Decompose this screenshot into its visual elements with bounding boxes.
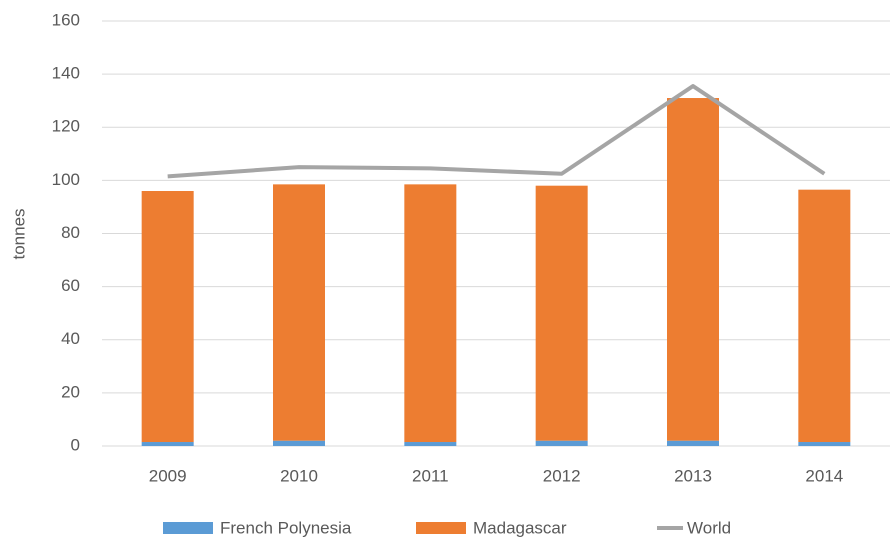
x-tick-label: 2011	[412, 466, 449, 485]
bar-segment	[798, 442, 851, 446]
x-tick-label: 2009	[149, 466, 187, 485]
bar-segment	[141, 191, 194, 443]
y-tick-label: 160	[52, 10, 80, 29]
bar-segment	[404, 184, 457, 443]
y-tick-label: 120	[52, 117, 80, 136]
legend-swatch	[163, 522, 213, 534]
bar-segment	[273, 184, 325, 441]
y-tick-label: 60	[61, 276, 80, 295]
bar-segment	[667, 98, 719, 441]
bar-segment	[535, 440, 588, 446]
bar-segment	[535, 185, 588, 441]
y-tick-label: 140	[52, 64, 80, 83]
y-tick-label: 0	[71, 435, 80, 454]
bar-segment	[667, 440, 719, 446]
bar-segment	[273, 440, 325, 446]
legend-label: Madagascar	[473, 518, 567, 537]
bar-segment	[798, 189, 851, 443]
legend-swatch	[416, 522, 466, 534]
bar-segment	[141, 442, 194, 446]
y-tick-label: 20	[61, 382, 80, 401]
x-tick-label: 2014	[805, 466, 843, 485]
x-tick-label: 2010	[280, 466, 318, 485]
line-series	[167, 84, 826, 179]
x-tick-label: 2013	[674, 466, 712, 485]
legend-label: French Polynesia	[220, 518, 352, 537]
bar-segment	[404, 442, 457, 446]
legend-label: World	[687, 518, 731, 537]
y-tick-label: 100	[52, 170, 80, 189]
y-axis-label: tonnes	[9, 208, 28, 259]
y-tick-label: 40	[61, 329, 80, 348]
y-tick-label: 80	[61, 223, 80, 242]
x-tick-label: 2012	[543, 466, 581, 485]
